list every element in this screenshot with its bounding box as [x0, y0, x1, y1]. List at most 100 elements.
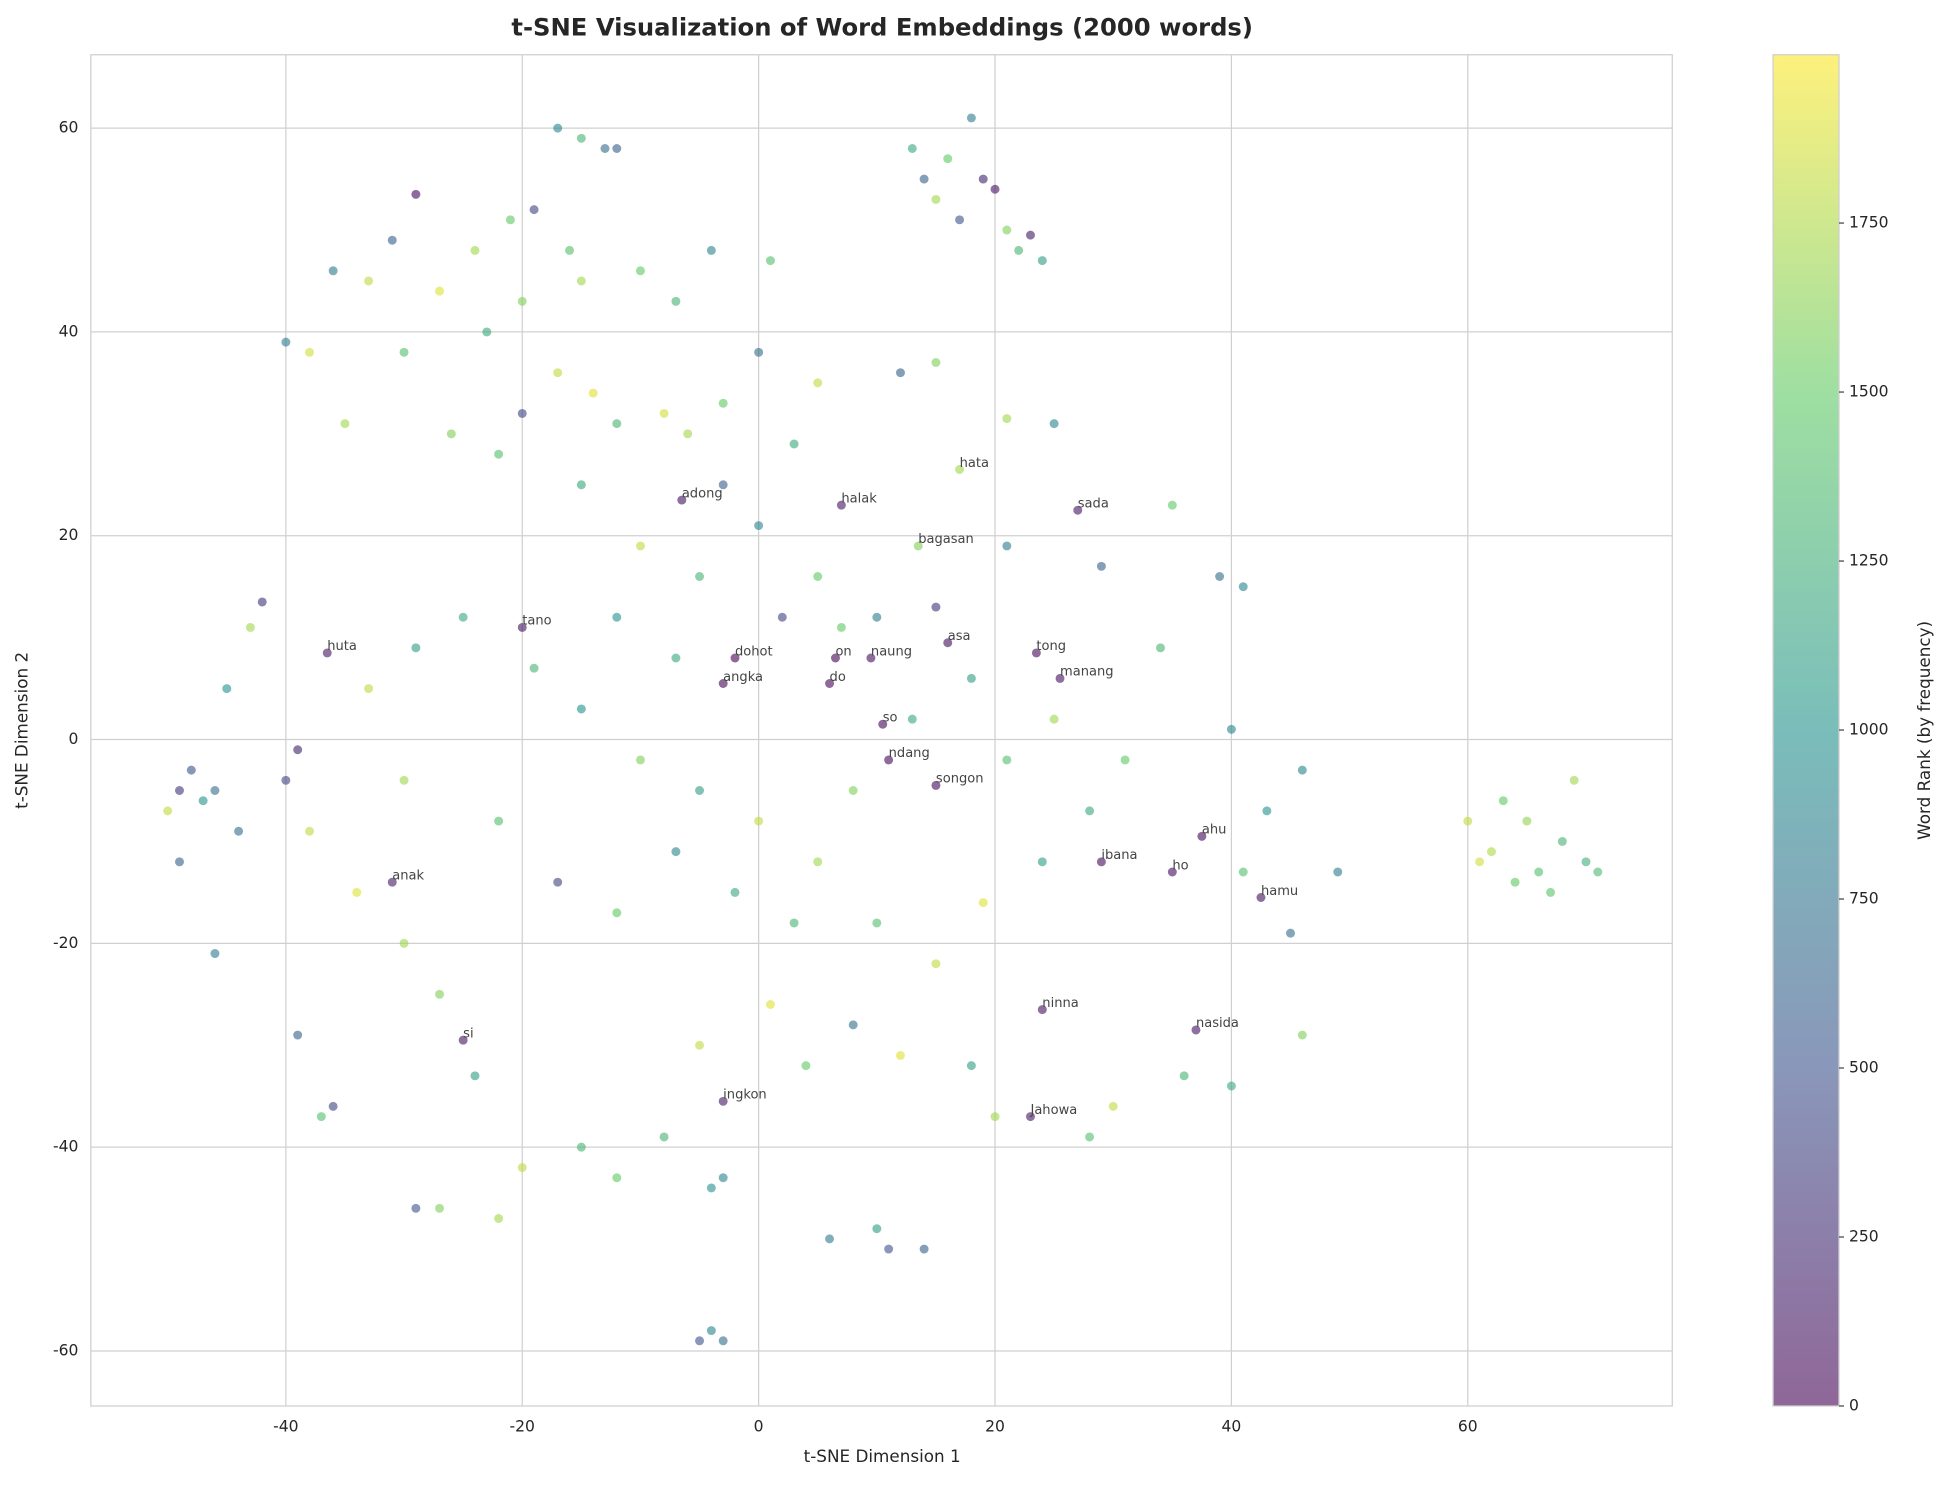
point [659, 408, 669, 418]
point [576, 133, 586, 143]
point [1215, 572, 1225, 581]
annotated-point [1037, 1005, 1047, 1015]
point [411, 643, 421, 653]
point [1167, 500, 1177, 510]
y-tick-label: -60 [53, 1341, 78, 1359]
point [931, 358, 941, 367]
point [1085, 1132, 1095, 1142]
annotated-point [1031, 648, 1041, 658]
point [1569, 775, 1579, 785]
colorbar-tick-label: 250 [1849, 1228, 1879, 1246]
point [765, 256, 775, 266]
point [1085, 806, 1095, 816]
point [612, 419, 622, 429]
point [517, 408, 527, 418]
point [836, 622, 846, 632]
point [612, 908, 622, 918]
point [872, 612, 882, 622]
point [446, 429, 456, 439]
point [635, 755, 645, 765]
point [364, 684, 374, 694]
annotated-point [458, 1035, 468, 1045]
point [1049, 714, 1059, 724]
word-label: Jahowa [1029, 1103, 1077, 1118]
word-label: manang [1060, 665, 1114, 680]
point [789, 918, 799, 928]
point [765, 1000, 775, 1009]
word-label: dohot [735, 644, 773, 659]
point [553, 123, 563, 133]
point [1557, 836, 1567, 846]
point [1120, 755, 1130, 765]
word-label: nasida [1196, 1016, 1239, 1031]
point [730, 887, 740, 897]
point [612, 1173, 622, 1183]
point [411, 1203, 421, 1213]
annotated-point [1055, 673, 1065, 683]
point [1002, 755, 1012, 765]
point [966, 113, 976, 123]
x-tick-label: -20 [510, 1418, 535, 1436]
point [517, 1163, 527, 1173]
colorbar-label: Word Rank (by frequency) [1914, 621, 1934, 840]
point [931, 194, 941, 204]
point [553, 877, 563, 887]
annotated-point [825, 679, 835, 688]
word-label: ho [1172, 858, 1188, 873]
point [175, 857, 184, 867]
point [340, 419, 350, 429]
word-label: so [883, 711, 898, 726]
point [435, 286, 444, 296]
word-label: bagasan [918, 532, 974, 547]
annotated-point [836, 500, 846, 510]
point [777, 612, 787, 622]
point [328, 266, 338, 276]
point [364, 276, 374, 286]
point [895, 1050, 905, 1060]
point [801, 1061, 811, 1071]
point [872, 918, 882, 928]
annotated-point [718, 679, 728, 688]
point [919, 174, 929, 184]
point [754, 347, 764, 357]
word-label: tong [1036, 639, 1066, 654]
point [387, 235, 397, 245]
point [718, 1173, 728, 1183]
annotated-point [517, 622, 527, 632]
point [1002, 414, 1012, 424]
point [706, 1326, 716, 1336]
point [435, 1203, 444, 1213]
point [1498, 796, 1508, 806]
y-tick-label: -40 [53, 1138, 78, 1156]
point [210, 949, 220, 959]
point [494, 816, 504, 826]
point [1546, 887, 1556, 897]
point [966, 1061, 976, 1071]
point [931, 602, 941, 612]
point [576, 704, 586, 714]
point [517, 296, 527, 306]
point [695, 786, 705, 795]
annotated-point [1096, 857, 1106, 867]
y-tick-label: 20 [59, 526, 79, 544]
point [281, 337, 291, 347]
point [576, 276, 586, 286]
x-tick-label: 40 [1222, 1418, 1242, 1436]
point [695, 1040, 705, 1050]
point [1238, 582, 1248, 592]
y-tick-label: 40 [59, 322, 79, 340]
plot-area [90, 54, 1673, 1407]
point [1262, 806, 1272, 816]
point [907, 714, 917, 724]
annotated-point [1026, 1112, 1035, 1122]
point [505, 215, 515, 225]
point [435, 989, 444, 999]
y-tick-label: 60 [59, 119, 79, 137]
point [884, 1244, 894, 1254]
word-label: adong [682, 486, 723, 501]
colorbar-tick-label: 1250 [1849, 552, 1889, 570]
point [234, 826, 244, 836]
point [352, 887, 362, 897]
x-tick-label: 60 [1458, 1418, 1478, 1436]
annotated-point [1256, 893, 1266, 902]
